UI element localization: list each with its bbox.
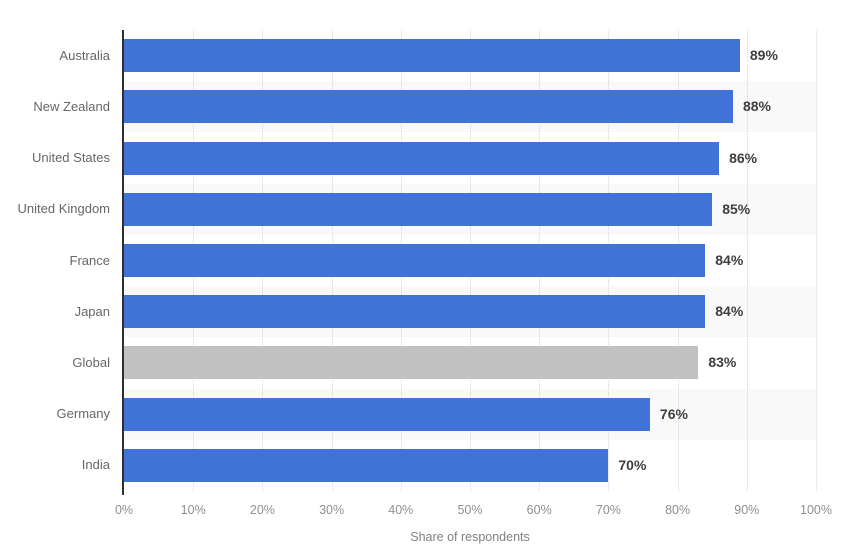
category-label-global: Global [72, 354, 110, 370]
bar-japan [124, 295, 706, 329]
bar-australia [124, 39, 740, 73]
category-label-united-kingdom: United Kingdom [17, 201, 111, 217]
x-tick-label: 100% [800, 503, 832, 517]
category-label-new-zealand: New Zealand [33, 98, 110, 114]
x-tick-label: 80% [665, 503, 691, 517]
bar-united-states [124, 141, 720, 175]
value-label: 83% [708, 354, 737, 371]
value-label: 89% [749, 47, 778, 64]
category-label-japan: Japan [74, 303, 110, 319]
bar-germany [124, 397, 650, 431]
value-label: 76% [659, 405, 688, 422]
bar-united-kingdom [124, 192, 713, 226]
x-tick-label: 0% [114, 503, 134, 517]
x-tick-label: 60% [526, 503, 552, 517]
category-label-france: France [69, 252, 110, 268]
category-label-united-states: United States [31, 150, 110, 166]
x-tick-label: 70% [595, 503, 621, 517]
x-tick-label: 50% [457, 503, 483, 517]
value-label: 84% [715, 303, 744, 320]
plot-area: 89% 88% 86% 85% 84% 84% 83% 76% 70% [124, 30, 817, 491]
category-label-india: India [81, 457, 110, 473]
value-label: 70% [618, 456, 647, 473]
gridline [746, 30, 748, 491]
gridline [816, 30, 817, 491]
value-label: 88% [742, 98, 771, 115]
x-tick-label: 90% [734, 503, 760, 517]
category-label-germany: Germany [56, 406, 110, 422]
x-tick-label: 40% [388, 503, 414, 517]
bar-new-zealand [124, 90, 733, 124]
bar-india [124, 448, 609, 482]
x-tick-label: 30% [319, 503, 345, 517]
x-axis-title: Share of respondents [410, 530, 530, 544]
y-axis-line [122, 30, 124, 495]
x-tick-label: 10% [180, 503, 206, 517]
value-label: 86% [729, 149, 758, 166]
bar-france [124, 244, 706, 277]
bar-global [124, 346, 699, 380]
x-tick-label: 20% [249, 503, 275, 517]
category-label-australia: Australia [59, 47, 110, 63]
value-label: 84% [715, 252, 744, 268]
value-label: 85% [722, 200, 751, 217]
